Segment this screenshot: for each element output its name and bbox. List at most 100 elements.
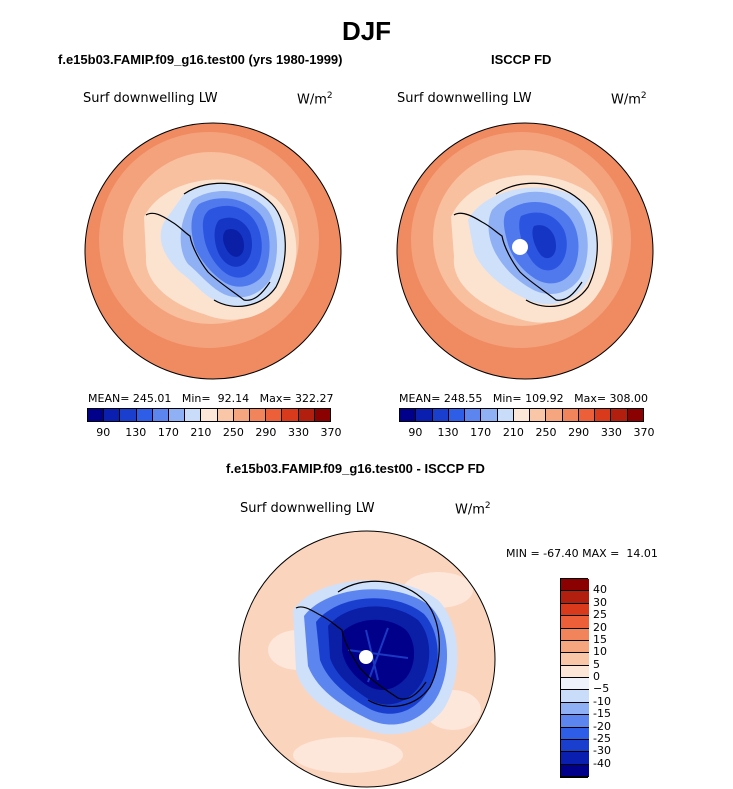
colorbar-swatch [201,409,218,421]
colorbar-swatch [497,409,514,421]
colorbar-tick-label: 290 [568,426,590,439]
colorbar-tick-label: 90 [408,426,423,439]
diff-colorbar [560,578,589,778]
colorbar-swatch [217,409,234,421]
panel1-coastline [145,212,271,301]
colorbar-tick-label: 10 [593,645,607,659]
colorbar-swatch [561,640,589,654]
colorbar-swatch [561,628,589,641]
colorbar-swatch [465,409,482,421]
colorbar-swatch [314,409,331,421]
colorbar-swatch [561,653,589,666]
colorbar-swatch [561,591,589,604]
panel2-colorbar [399,408,644,422]
colorbar-swatch [561,715,589,728]
panel2-colorbar-ticks: 90 130 170 210 250 290 330 370 [399,426,654,440]
panel1-polar-map [84,122,342,380]
diff-polar-map [238,530,496,788]
colorbar-tick-label: 330 [600,426,622,439]
colorbar-swatch [152,409,170,421]
panel2-units-label: W/m2 [611,91,647,108]
colorbar-tick-label: -10 [593,694,611,708]
colorbar-tick-label: 170 [157,426,179,439]
panel1-stats: MEAN= 245.01 Min= 92.14 Max= 322.27 [88,392,334,405]
colorbar-tick-label: 370 [320,426,342,439]
colorbar-tick-label: -15 [593,707,611,721]
colorbar-tick-label: -20 [593,719,611,733]
colorbar-swatch [595,409,612,421]
colorbar-swatch [561,579,589,592]
colorbar-tick-label: -25 [593,731,611,745]
colorbar-tick-label: 5 [593,657,600,671]
colorbar-swatch [120,409,137,421]
colorbar-tick-label: 0 [593,670,600,683]
colorbar-swatch [169,409,186,421]
colorbar-swatch [400,409,417,421]
colorbar-swatch [266,409,283,421]
colorbar-tick-label: -30 [593,744,611,758]
colorbar-tick-label: 15 [593,632,607,646]
colorbar-tick-label: 130 [125,426,147,439]
colorbar-swatch [562,409,579,421]
colorbar-tick-label: 130 [437,426,459,439]
diff-case-title: f.e15b03.FAMIP.f09_g16.test00 - ISCCP FD [226,461,485,476]
colorbar-swatch [185,409,202,421]
colorbar-swatch [513,409,531,421]
colorbar-swatch [561,616,589,629]
panel1-colorbar-ticks: 90 130 170 210 250 290 330 370 [87,426,341,440]
diff-stats: MIN = -67.40 MAX = 14.01 [506,547,658,560]
diff-colorbar-ticks: 40 30 25 20 15 10 5 0 −5 -10 -15 -20 -25 -30 -40 [593,578,633,778]
colorbar-swatch [561,727,589,740]
colorbar-tick-label: 30 [593,595,607,609]
colorbar-swatch [561,665,589,678]
panel1-case-title: f.e15b03.FAMIP.f09_g16.test00 (yrs 1980-… [58,52,343,67]
colorbar-swatch [448,409,466,421]
colorbar-tick-label: 210 [190,426,212,439]
colorbar-swatch [104,409,121,421]
colorbar-tick-label: -40 [593,756,611,770]
colorbar-tick-label: 25 [593,608,607,622]
colorbar-swatch [136,409,153,421]
colorbar-tick-label: 210 [502,426,524,439]
colorbar-swatch [578,409,596,421]
colorbar-tick-label: 170 [470,426,492,439]
colorbar-tick-label: 330 [287,426,309,439]
panel2-case-title: ISCCP FD [491,52,552,67]
colorbar-swatch [561,702,589,716]
colorbar-tick-label: 40 [593,583,607,597]
colorbar-tick-label: 370 [633,426,655,439]
colorbar-swatch [250,409,267,421]
colorbar-swatch [611,409,628,421]
figure-title: DJF [341,16,392,46]
diff-variable-label: Surf downwelling LW [240,501,375,516]
colorbar-tick-label: −5 [593,682,610,696]
colorbar-swatch [546,409,563,421]
colorbar-tick-label: 250 [535,426,557,439]
panel2-pole-hole [512,239,528,255]
colorbar-swatch [282,409,299,421]
panel2-stats: MEAN= 248.55 Min= 109.92 Max= 308.00 [399,392,649,405]
diff-units-label: W/m2 [455,501,491,518]
colorbar-swatch [561,764,589,777]
colorbar-swatch [561,739,589,753]
panel1-variable-label: Surf downwelling LW [83,91,218,106]
colorbar-swatch [298,409,315,421]
colorbar-swatch [88,409,105,421]
colorbar-swatch [432,409,449,421]
colorbar-swatch [561,678,589,691]
colorbar-tick-label: 250 [222,426,244,439]
colorbar-swatch [561,690,589,703]
colorbar-swatch [627,409,643,421]
colorbar-tick-label: 290 [255,426,277,439]
panel1-units-label: W/m2 [297,91,333,108]
diff-pole-hole [359,650,373,664]
colorbar-swatch [481,409,498,421]
colorbar-tick-label: 90 [96,426,111,439]
colorbar-swatch [561,603,589,617]
colorbar-swatch [561,752,589,765]
colorbar-swatch [530,409,547,421]
diff-coastline [295,606,427,700]
colorbar-tick-label: 20 [593,620,607,634]
colorbar-swatch [416,409,433,421]
panel1-map-border [84,122,342,380]
